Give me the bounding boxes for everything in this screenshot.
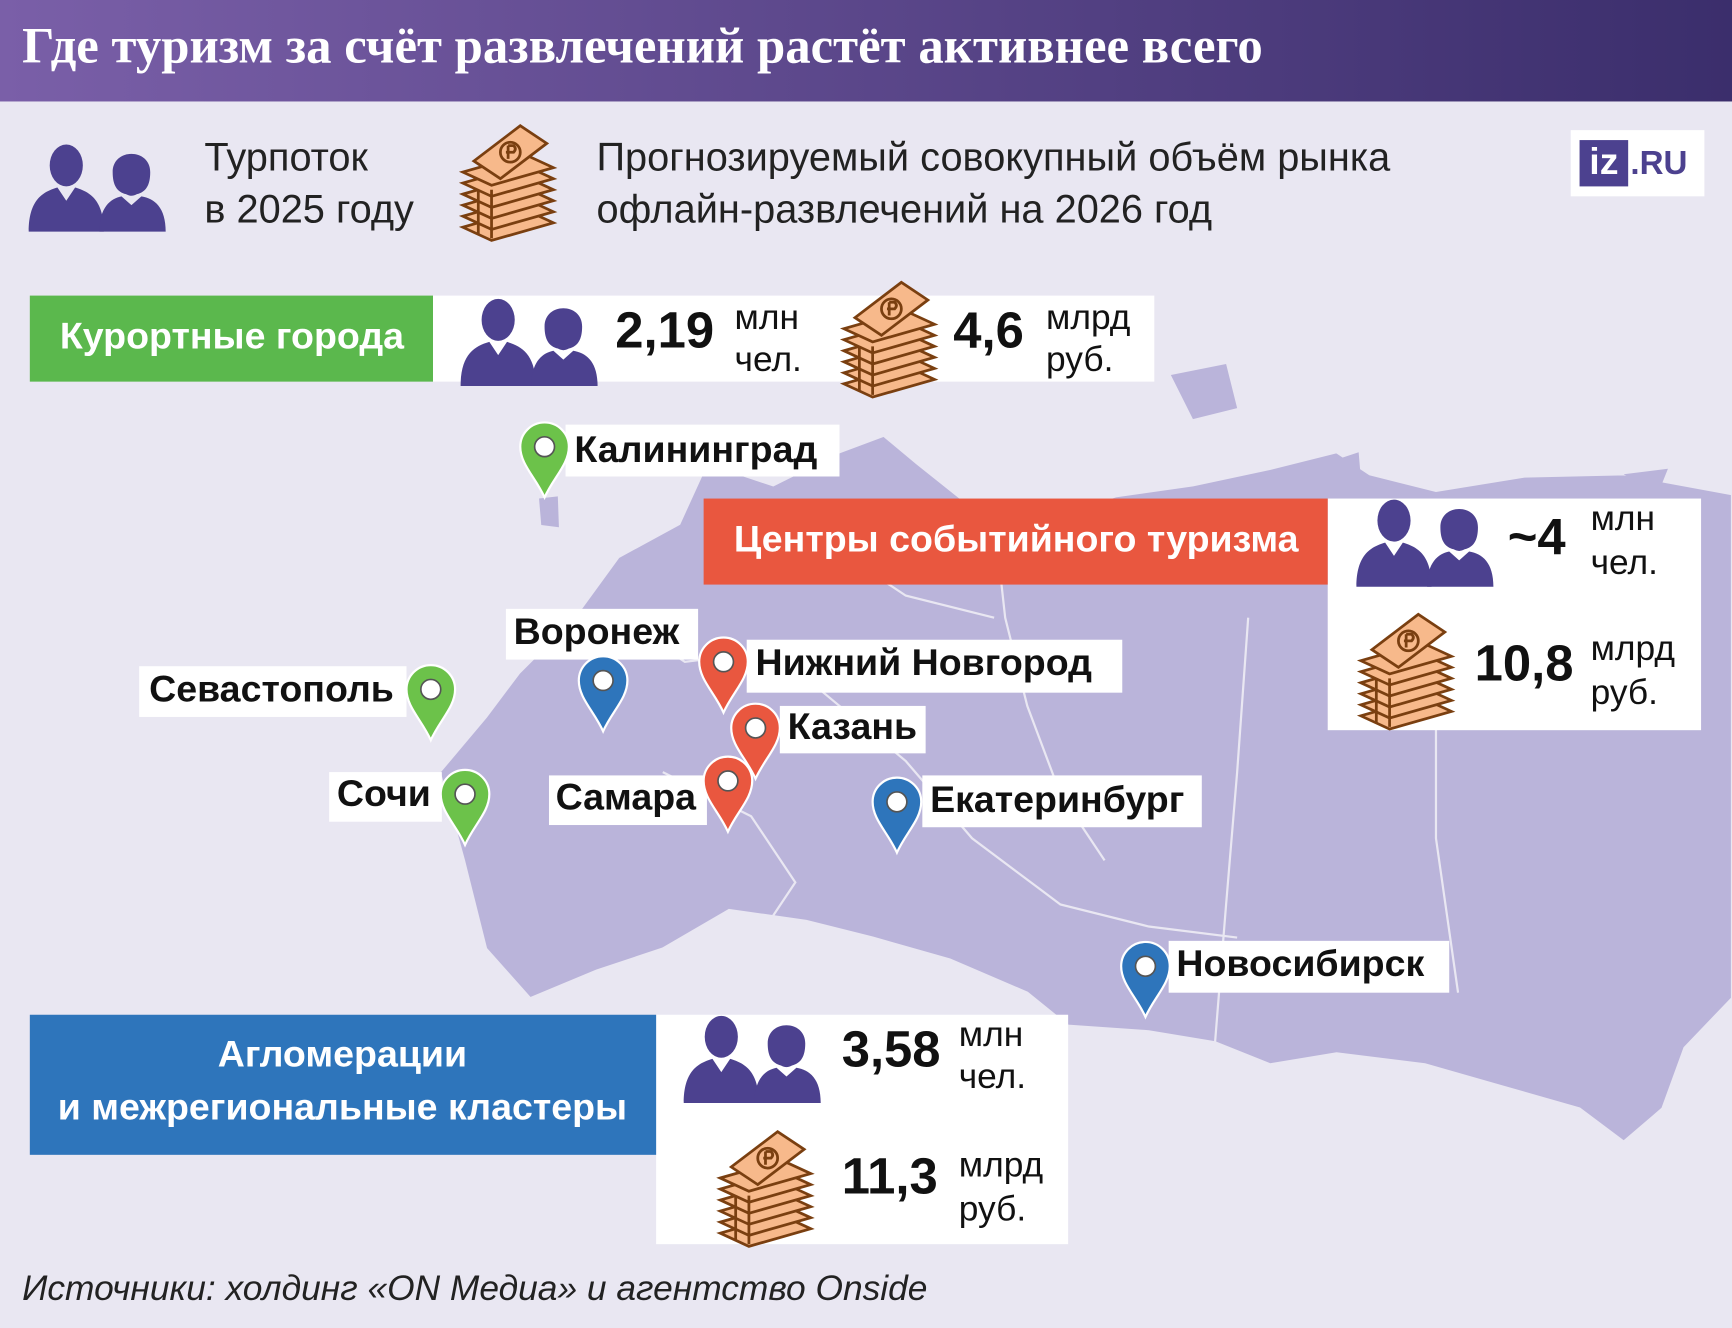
unit: руб. bbox=[959, 1189, 1026, 1228]
city-name: Новосибирск bbox=[1176, 942, 1424, 984]
tourists-value: 3,58 bbox=[842, 1021, 941, 1078]
unit: млрд bbox=[959, 1145, 1043, 1184]
pins bbox=[405, 421, 1171, 1020]
legend-text: офлайн-развлечений на 2026 год bbox=[596, 187, 1212, 231]
pin-dot bbox=[420, 678, 442, 701]
city-name: Воронеж bbox=[514, 610, 680, 652]
region-borders bbox=[617, 518, 1460, 1043]
header-bar bbox=[0, 0, 1732, 102]
source: Источники: холдинг «ON Медиа» и агентств… bbox=[22, 1269, 927, 1308]
group-label-box bbox=[29, 295, 434, 382]
market-value: 11,3 bbox=[842, 1148, 938, 1205]
city-box bbox=[139, 666, 407, 717]
pin-dot bbox=[886, 791, 908, 813]
market-value: 10,8 bbox=[1475, 635, 1574, 692]
pin-dot bbox=[592, 669, 614, 692]
pin-dot bbox=[712, 651, 735, 673]
group-label-box bbox=[29, 1014, 657, 1155]
legend-text: Прогнозируемый совокупный объём рынка bbox=[596, 135, 1391, 179]
pin-dot bbox=[533, 435, 556, 458]
logo-left: iz bbox=[1589, 140, 1618, 182]
map-pin bbox=[577, 655, 629, 734]
city-name: Калининград bbox=[574, 428, 817, 470]
pin-dot bbox=[744, 717, 767, 739]
map-pin bbox=[702, 755, 754, 835]
unit: руб. bbox=[1591, 673, 1658, 712]
kaliningrad-shape bbox=[539, 496, 559, 528]
city-name: Сочи bbox=[337, 772, 431, 814]
map-pin bbox=[439, 768, 491, 848]
unit: руб. bbox=[1046, 340, 1113, 379]
group-label: и межрегиональные кластеры bbox=[58, 1086, 627, 1128]
map-pin bbox=[1120, 940, 1171, 1020]
map-pin bbox=[871, 776, 923, 856]
tourists-value: 2,19 bbox=[615, 302, 714, 359]
map-pin bbox=[405, 664, 457, 743]
group-label-box bbox=[703, 498, 1328, 585]
pin-dot bbox=[454, 783, 476, 805]
unit: млрд bbox=[1046, 298, 1130, 337]
unit: чел. bbox=[959, 1057, 1026, 1096]
unit: млн bbox=[1591, 499, 1655, 538]
group-label: Центры событийного туризма bbox=[734, 517, 1300, 559]
legend-text: Турпоток bbox=[204, 135, 368, 179]
islands bbox=[1170, 363, 1668, 530]
logo-right: .RU bbox=[1630, 145, 1687, 182]
unit: чел. bbox=[1591, 543, 1658, 582]
pin-dot bbox=[1134, 955, 1157, 977]
unit: млн bbox=[735, 298, 799, 337]
market-value: 4,6 bbox=[953, 302, 1024, 359]
city-box bbox=[922, 775, 1202, 828]
city-box bbox=[329, 772, 442, 822]
map-pin bbox=[519, 421, 570, 501]
city-box bbox=[505, 608, 699, 660]
city-name: Нижний Новгород bbox=[756, 641, 1093, 683]
map-pin bbox=[730, 702, 781, 782]
city-box bbox=[565, 424, 840, 477]
city-box bbox=[779, 705, 926, 754]
group-label: Курортные города bbox=[60, 315, 405, 357]
city-name: Казань bbox=[788, 705, 918, 747]
group-label: Агломерации bbox=[218, 1033, 467, 1075]
legend-text: в 2025 году bbox=[204, 187, 414, 231]
city-name: Самара bbox=[556, 776, 698, 818]
city-name: Екатеринбург bbox=[930, 778, 1184, 820]
unit: млрд bbox=[1591, 629, 1675, 668]
city-box bbox=[548, 775, 707, 826]
tourists-value: ~4 bbox=[1508, 508, 1566, 565]
logo-mark bbox=[1579, 140, 1629, 187]
city-box bbox=[746, 639, 1123, 693]
city-name: Севастополь bbox=[149, 667, 394, 709]
title: Где туризм за счёт развлечений растёт ак… bbox=[22, 17, 1263, 73]
pin-dot bbox=[717, 770, 739, 792]
city-box bbox=[1168, 940, 1450, 993]
unit: чел. bbox=[735, 340, 802, 379]
unit: млн bbox=[959, 1015, 1023, 1054]
map-pin bbox=[698, 636, 749, 716]
city-labels: Калининград Воронеж Севастополь Нижний Н… bbox=[139, 424, 1450, 993]
